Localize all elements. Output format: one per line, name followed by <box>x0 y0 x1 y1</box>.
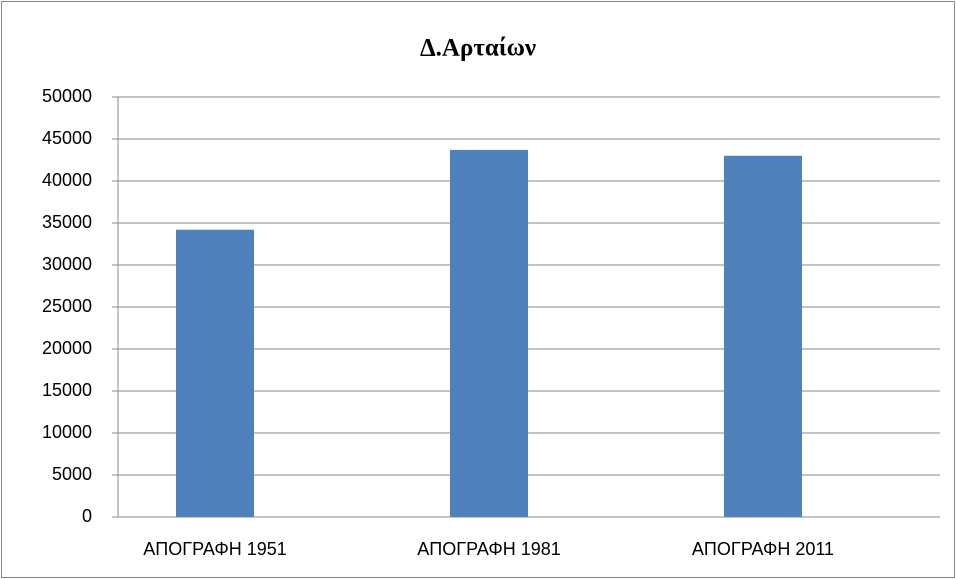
y-tick-label: 0 <box>82 506 92 526</box>
x-tick-label: ΑΠΟΓΡΑΦΗ 1981 <box>417 539 560 559</box>
y-tick-label: 20000 <box>42 338 92 358</box>
y-tick-label: 10000 <box>42 422 92 442</box>
y-tick-label: 25000 <box>42 296 92 316</box>
bar <box>176 229 254 517</box>
y-tick-label: 40000 <box>42 170 92 190</box>
y-tick-label: 45000 <box>42 128 92 148</box>
bar <box>724 155 802 518</box>
y-tick-label: 30000 <box>42 254 92 274</box>
chart-title: Δ.Αρταίων <box>420 35 536 62</box>
x-tick-label: ΑΠΟΓΡΑΦΗ 2011 <box>692 539 834 559</box>
y-tick-label: 50000 <box>42 86 92 106</box>
x-tick-label: ΑΠΟΓΡΑΦΗ 1951 <box>143 539 286 559</box>
y-tick-label: 15000 <box>42 380 92 400</box>
y-tick-label: 35000 <box>42 212 92 232</box>
y-tick-label: 5000 <box>52 464 92 484</box>
bar <box>450 149 528 518</box>
